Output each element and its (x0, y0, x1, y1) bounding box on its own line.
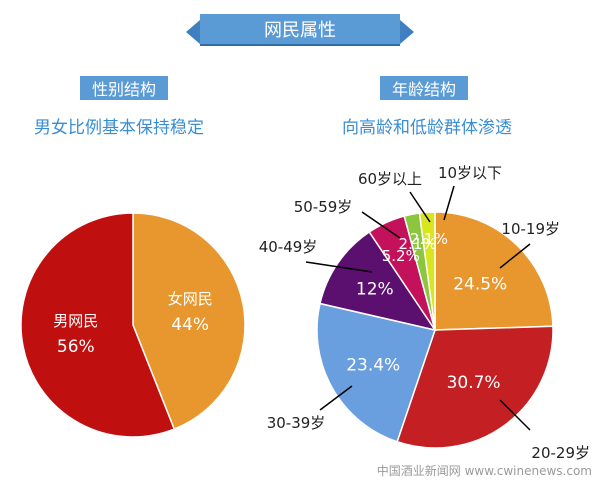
watermark: 中国酒业新闻网 www.cwinenews.com (376, 464, 592, 478)
gender-slice-1 (20, 212, 176, 438)
age-section-label-text: 年龄结构 (392, 80, 457, 99)
age-slice-1 (396, 325, 554, 449)
gender-slice-value-1: 56% (57, 337, 95, 357)
age-slice-label-2: 30-39岁 (267, 414, 326, 432)
gender-section-label: 性别结构 (80, 76, 169, 100)
age-leader-line-5 (409, 191, 431, 223)
age-slice-value-2: 23.4% (346, 356, 400, 376)
age-slice-value-6: 2.1% (410, 230, 448, 248)
age-slice-label-0: 10-19岁 (501, 220, 560, 238)
age-pie: 24.5% 30.7% 23.4% 12% 5.2%2.1%2.1% 10-19岁 20-2… (259, 164, 590, 462)
gender-slice-0 (132, 212, 246, 431)
age-subtitle: 向高龄和低龄群体渗透 (342, 118, 512, 138)
age-leader-line-3 (305, 261, 373, 273)
page-title: 网民属性 (186, 14, 414, 44)
age-slice-value-5: 2.1% (399, 235, 437, 253)
gender-section-label-text: 性别结构 (92, 80, 157, 99)
age-leader-line-2 (319, 385, 353, 411)
age-slice-2 (316, 302, 436, 443)
age-slice-label-1: 20-29岁 (531, 444, 590, 462)
age-slice-label-6: 10岁以下 (438, 164, 502, 182)
gender-slice-value-0: 44% (171, 315, 209, 335)
age-slice-value-1: 30.7% (447, 373, 501, 393)
gender-slice-label-0: 女网民 (168, 290, 213, 308)
gender-subtitle: 男女比例基本保持稳定 (34, 118, 204, 138)
age-slice-value-0: 24.5% (453, 274, 507, 294)
age-slice-label-5: 60岁以上 (358, 170, 422, 188)
age-slice-value-3: 12% (356, 280, 394, 300)
age-slice-0 (434, 211, 554, 331)
age-leader-line-4 (361, 211, 401, 239)
age-section-label: 年龄结构 (380, 76, 469, 100)
gender-pie: 女网民 44% 男网民 56% (20, 212, 246, 438)
age-slice-6 (418, 211, 436, 331)
age-slice-label-4: 50-59岁 (294, 198, 353, 216)
age-leader-line-1 (499, 399, 531, 431)
age-leader-line-0 (499, 243, 531, 269)
age-leader-line-6 (443, 185, 455, 221)
age-slice-label-3: 40-49岁 (259, 238, 318, 256)
page-title-text: 网民属性 (264, 20, 336, 41)
gender-slice-label-1: 男网民 (53, 312, 98, 330)
age-slice-3 (319, 230, 437, 332)
age-slice-value-4: 5.2% (382, 247, 420, 265)
